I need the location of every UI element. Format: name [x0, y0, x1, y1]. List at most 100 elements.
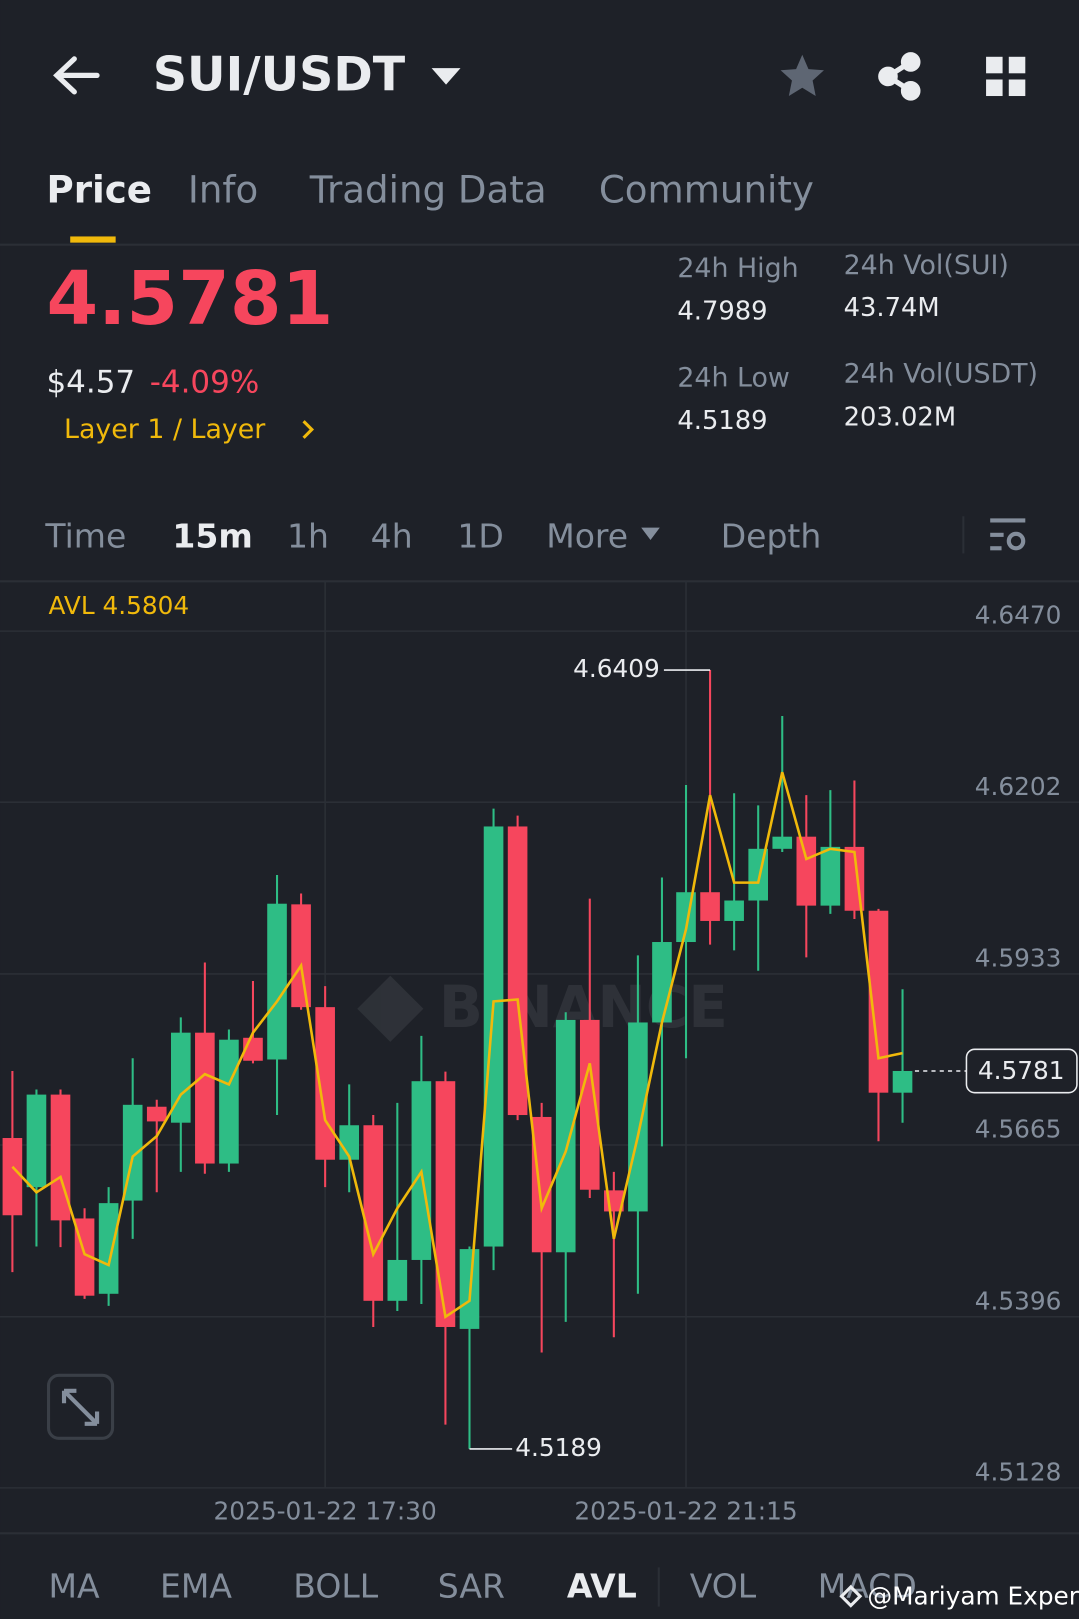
- usd-price: $4.57: [46, 365, 135, 401]
- last-price-label: 4.5781: [978, 1056, 1065, 1085]
- pair-dropdown[interactable]: [431, 68, 461, 85]
- tab[interactable]: Price: [46, 168, 152, 212]
- indicator[interactable]: MACD: [818, 1567, 917, 1606]
- avl-label: AVL 4.5804: [49, 591, 190, 620]
- grid-square: [1008, 56, 1026, 74]
- indicator[interactable]: EMA: [160, 1567, 232, 1606]
- expand-frame: [46, 1373, 115, 1440]
- watermark-logo: [357, 975, 424, 1042]
- tab[interactable]: Community: [599, 168, 814, 212]
- candle-body: [483, 826, 504, 1247]
- share-dot: [878, 66, 898, 87]
- share-dot: [900, 52, 921, 72]
- y-tick-label: 4.6470: [975, 601, 1062, 630]
- price-change: -4.09%: [150, 365, 260, 401]
- high-label: 4.6409: [573, 654, 660, 683]
- timeframe[interactable]: More: [546, 516, 628, 555]
- low-label: 4.5189: [515, 1433, 602, 1462]
- candle-body: [555, 1019, 576, 1253]
- grid-square: [986, 79, 1003, 97]
- pair-title[interactable]: SUI/USDT: [153, 47, 406, 102]
- candle-body: [820, 846, 841, 906]
- expand-arrows: [61, 1388, 100, 1426]
- candle-body: [170, 1032, 191, 1123]
- candle-body: [291, 904, 311, 1008]
- watermark-logo: [839, 1584, 863, 1608]
- candle-body: [435, 1081, 456, 1327]
- candle-body: [2, 1138, 23, 1216]
- chart-settings-icon[interactable]: [990, 518, 1026, 551]
- y-tick-label: 4.5128: [975, 1457, 1062, 1486]
- candle-body: [315, 1007, 335, 1160]
- indicator[interactable]: VOL: [690, 1567, 757, 1606]
- tab-indicator: [70, 236, 116, 243]
- candle-body: [146, 1106, 167, 1122]
- candle-body: [628, 1022, 648, 1212]
- sector-chevron[interactable]: [302, 420, 315, 439]
- y-tick-label: 4.6202: [975, 772, 1062, 801]
- indicator[interactable]: AVL: [567, 1567, 637, 1606]
- candle-body: [676, 892, 696, 943]
- tab[interactable]: Trading Data: [309, 168, 547, 212]
- tab[interactable]: Info: [188, 168, 258, 212]
- grid-icon[interactable]: [986, 56, 1026, 97]
- sector-link[interactable]: Layer 1 / Layer: [64, 414, 266, 445]
- stat-label: 24h Low: [677, 362, 790, 393]
- candle-body: [26, 1094, 47, 1188]
- indicator[interactable]: BOLL: [293, 1567, 378, 1606]
- stat-value: 203.02M: [844, 403, 957, 433]
- y-tick-label: 4.5665: [975, 1115, 1062, 1144]
- timeframe[interactable]: 15m: [172, 516, 252, 555]
- back-arrow: [53, 56, 100, 95]
- x-tick-label: 2025-01-22 21:15: [574, 1497, 797, 1526]
- x-tick-label: 2025-01-22 17:30: [214, 1497, 437, 1526]
- last-price-box: [965, 1048, 1078, 1094]
- timeframe[interactable]: 4h: [371, 516, 413, 555]
- stat-label: 24h Vol(USDT): [844, 358, 1038, 389]
- timeframe[interactable]: 1h: [287, 516, 329, 555]
- candle-body: [796, 836, 817, 906]
- candle-body: [507, 826, 528, 1116]
- y-tick-label: 4.5396: [975, 1286, 1062, 1315]
- y-tick-label: 4.5933: [975, 943, 1062, 972]
- stat-value: 4.5189: [677, 406, 767, 436]
- author-watermark: @Mariyam Expert: [867, 1581, 1079, 1610]
- candle-body: [219, 1039, 239, 1164]
- candle-body: [724, 900, 744, 921]
- more-dropdown[interactable]: [641, 527, 660, 541]
- stat-label: 24h Vol(SUI): [844, 250, 1009, 281]
- share-icon[interactable]: [878, 52, 921, 101]
- candle-body: [892, 1070, 913, 1093]
- candle-body: [652, 942, 672, 1023]
- timeframe[interactable]: Time: [44, 516, 126, 555]
- candle-body: [531, 1116, 552, 1253]
- timeframe[interactable]: Depth: [721, 516, 822, 555]
- grid-square: [986, 56, 1003, 74]
- candle-body: [98, 1203, 119, 1294]
- candle-body: [579, 1019, 600, 1190]
- candle-body: [387, 1259, 408, 1301]
- expand-button[interactable]: [46, 1373, 115, 1440]
- avl-line: [11, 771, 903, 1319]
- candle-body: [868, 910, 889, 1093]
- indicator[interactable]: SAR: [438, 1567, 505, 1606]
- candle-body: [267, 903, 287, 1060]
- chart: 4.6470 4.6202 4.5933 4.5665 4.5396 4.5128 2025…: [0, 581, 1079, 1526]
- stat-label: 24h High: [677, 253, 798, 284]
- candle-body: [363, 1125, 384, 1301]
- grid-square: [1008, 79, 1026, 97]
- timeframe[interactable]: 1D: [457, 516, 503, 555]
- share-dot: [900, 81, 921, 101]
- favorite-icon[interactable]: [780, 54, 824, 97]
- stat-value: 43.74M: [844, 293, 940, 323]
- indicator[interactable]: MA: [49, 1567, 100, 1606]
- last-price: 4.5781: [46, 255, 333, 342]
- icon-gear: [1006, 531, 1026, 551]
- candle-body: [195, 1032, 215, 1164]
- stat-value: 4.7989: [677, 296, 767, 326]
- candle-body: [700, 892, 720, 921]
- candle-body: [772, 836, 793, 849]
- back-button[interactable]: [53, 56, 100, 95]
